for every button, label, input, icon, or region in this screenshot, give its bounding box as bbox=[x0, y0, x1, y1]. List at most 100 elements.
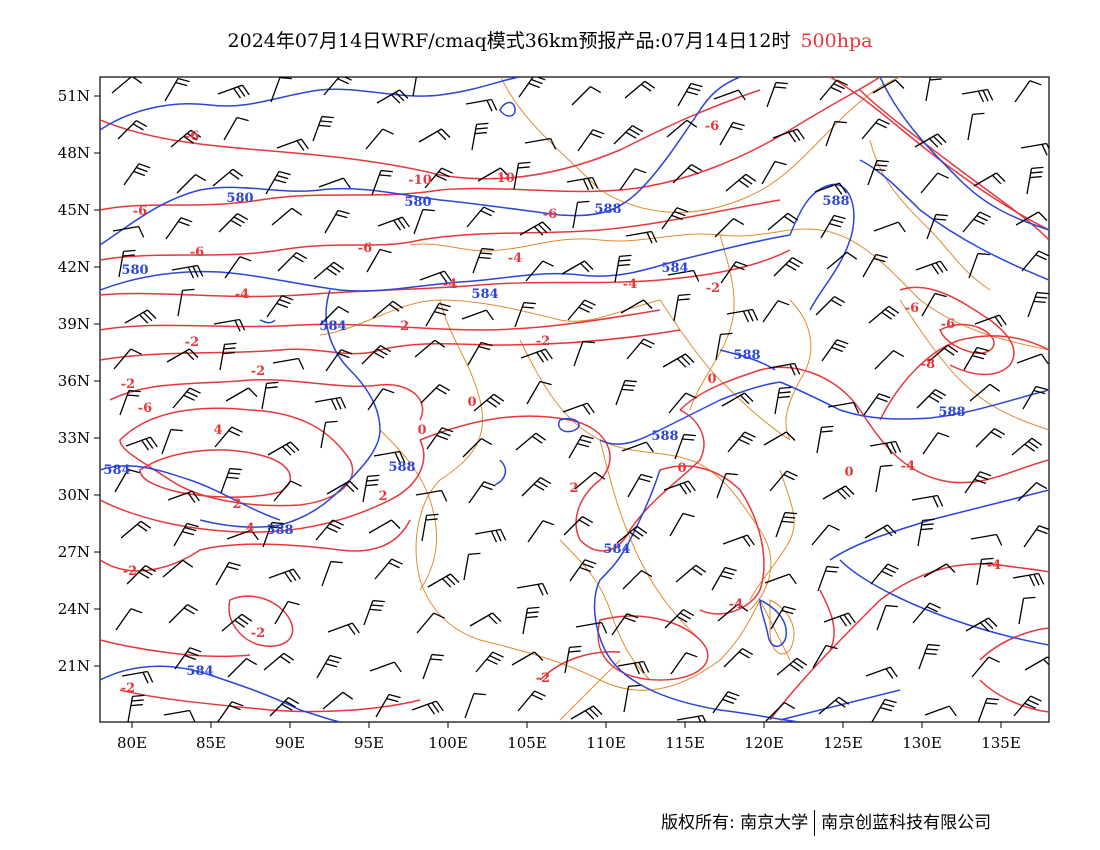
wind-barb-icon bbox=[374, 558, 403, 580]
wind-barb-icon bbox=[216, 701, 244, 722]
wind-barb-icon bbox=[316, 654, 342, 679]
height-contour-label: 588 bbox=[938, 405, 965, 420]
wind-barb-icon bbox=[218, 213, 249, 233]
wind-barb-icon bbox=[115, 608, 143, 631]
wind-barb-icon bbox=[227, 658, 258, 678]
temperature-contours bbox=[100, 77, 1049, 721]
wind-barb-icon bbox=[573, 340, 595, 367]
wind-barb-icon bbox=[1027, 291, 1049, 318]
wind-barb-icon bbox=[365, 128, 394, 150]
temperature-contour-label: -6 bbox=[133, 204, 147, 219]
wind-barb-icon bbox=[527, 520, 555, 543]
wind-barb-icon bbox=[1012, 572, 1045, 587]
wind-barb-icon bbox=[376, 89, 409, 104]
wind-barb-icon bbox=[465, 98, 498, 112]
footer-divider bbox=[814, 810, 816, 836]
wind-barb-icon bbox=[1022, 385, 1048, 410]
wind-barb-icon bbox=[219, 342, 237, 371]
wind-barb-icon bbox=[226, 529, 259, 541]
temperature-contour-label: 2 bbox=[378, 489, 387, 504]
wind-barb-icon bbox=[363, 599, 385, 626]
wind-barb-icon bbox=[263, 652, 295, 671]
wind-barb-icon bbox=[873, 221, 906, 233]
wind-barb-icon bbox=[723, 648, 754, 668]
wind-barb-icon bbox=[776, 657, 808, 676]
height-contours bbox=[100, 77, 1049, 722]
wind-barb-icon bbox=[166, 348, 199, 363]
wind-barb-icon bbox=[519, 221, 552, 236]
wind-barb-icon bbox=[1021, 250, 1049, 272]
wind-barb-icon bbox=[426, 427, 454, 450]
wind-barb-icon bbox=[711, 566, 737, 591]
wind-barb-icon bbox=[314, 396, 347, 411]
wind-barb-icon bbox=[126, 565, 157, 585]
height-contour-label: 584 bbox=[603, 542, 630, 557]
wind-barb-icon bbox=[162, 559, 194, 578]
height-contour-label: 584 bbox=[186, 664, 213, 679]
wind-barb-icon bbox=[961, 88, 994, 103]
wind-barb-icon bbox=[174, 647, 202, 670]
wind-barb-icon bbox=[1016, 353, 1049, 365]
wind-barb-icon bbox=[224, 256, 252, 279]
height-contour-label: 588 bbox=[594, 202, 621, 217]
wind-barb-icon bbox=[920, 172, 949, 194]
wind-barb-icon bbox=[221, 613, 253, 632]
wind-barb-icon bbox=[964, 471, 992, 494]
x-tick-label: 130E bbox=[902, 734, 942, 752]
height-contour-label: 584 bbox=[319, 319, 346, 334]
wind-barb-icon bbox=[667, 269, 700, 282]
y-tick-label: 24N bbox=[58, 600, 90, 618]
x-tick-label: 120E bbox=[744, 734, 784, 752]
wind-barb-icon bbox=[415, 489, 448, 502]
wind-barb-icon bbox=[714, 218, 745, 238]
wind-barb-icon bbox=[322, 691, 354, 710]
wind-barb-icon bbox=[414, 339, 446, 358]
wind-barb-icon bbox=[464, 692, 486, 719]
wind-barb-icon bbox=[975, 428, 1006, 448]
wind-barb-icon bbox=[971, 656, 1000, 678]
wind-barb-icon bbox=[615, 379, 637, 406]
wind-barb-icon bbox=[474, 528, 507, 543]
wind-barb-icon bbox=[176, 174, 207, 194]
wind-barb-icon bbox=[774, 386, 792, 415]
wind-barb-icon bbox=[312, 115, 334, 142]
wind-barb-icon bbox=[421, 513, 439, 542]
height-contour-label: 580 bbox=[404, 195, 431, 210]
wind-barb-icon bbox=[420, 384, 451, 404]
wind-barb-icon bbox=[676, 714, 707, 722]
temperature-contour-label: -2 bbox=[536, 671, 550, 686]
wind-barb-icon bbox=[261, 381, 279, 410]
wind-barb-icon bbox=[976, 557, 994, 586]
wind-barb-icon bbox=[1017, 482, 1048, 502]
wind-barb-icon bbox=[525, 260, 554, 282]
wind-barb-icon bbox=[614, 254, 632, 283]
temperature-contour-label: -6 bbox=[190, 245, 204, 260]
wind-barb-icon bbox=[212, 168, 244, 187]
wind-barb-icon bbox=[267, 441, 300, 456]
wind-barb-icon bbox=[324, 209, 350, 234]
temperature-labels: -6 -10 -10 -6 -6 -6 -6 -4 -4 -4 -4 -2 -2 -2 -2 -2 -2 0 0 0 0… bbox=[121, 119, 1001, 696]
wind-barb-icon bbox=[875, 464, 893, 493]
wind-barb-icon bbox=[319, 306, 350, 326]
x-tick-label: 80E bbox=[117, 734, 147, 752]
wind-barb-icon bbox=[413, 208, 435, 235]
temperature-contour-label: -4 bbox=[443, 277, 457, 292]
wind-barb-icon bbox=[1018, 596, 1036, 625]
wind-barb-icon bbox=[662, 353, 695, 368]
wind-barb-icon bbox=[266, 295, 294, 318]
x-tick-label: 85E bbox=[196, 734, 226, 752]
wind-barb-icon bbox=[265, 170, 291, 195]
wind-barb-icon bbox=[977, 697, 999, 722]
wind-barb-icon bbox=[925, 77, 942, 102]
wind-barb-icon bbox=[522, 606, 540, 635]
temperature-contour-label: -6 bbox=[138, 401, 152, 416]
temperature-contour-label: -4 bbox=[508, 251, 522, 266]
temperature-contour-label: -6 bbox=[705, 119, 719, 134]
temperature-contour-label: -2 bbox=[536, 334, 550, 349]
temperature-contour-label: -6 bbox=[905, 301, 919, 316]
wind-barb-icon bbox=[669, 512, 695, 537]
x-tick-label: 115E bbox=[665, 734, 705, 752]
wind-barb-icon bbox=[1026, 166, 1044, 195]
wind-barb-icon bbox=[125, 436, 158, 451]
wind-barb-icon bbox=[323, 77, 352, 96]
